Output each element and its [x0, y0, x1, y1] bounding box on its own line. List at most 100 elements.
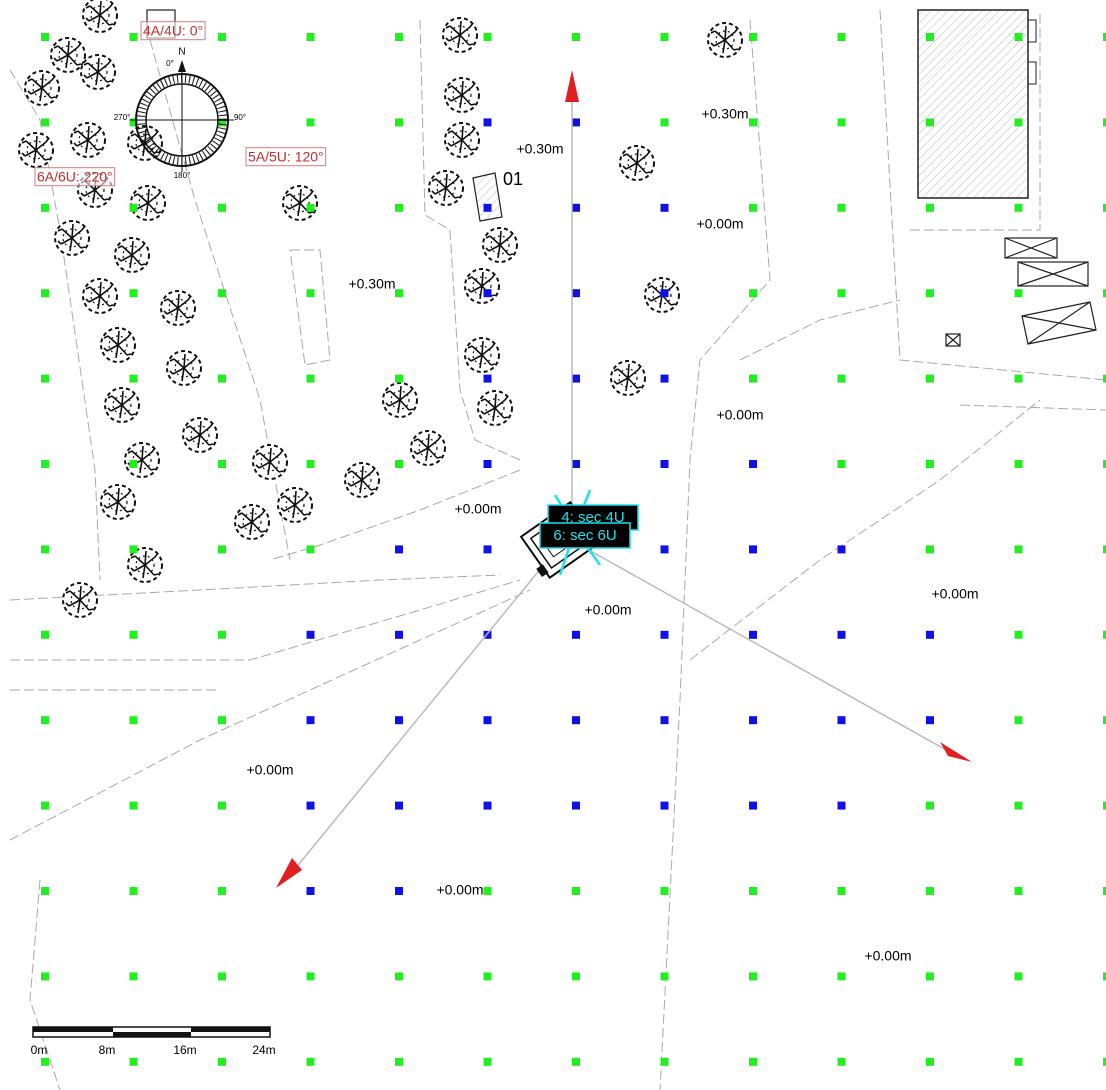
labels: 4A/4U: 0° 5A/5U: 120° 6A/6U: 220° N 0° 90° 180…: [31, 21, 979, 1057]
grid-point: [218, 887, 226, 895]
grid-point: [660, 545, 669, 554]
tree: [382, 382, 418, 418]
grid-point: [1014, 460, 1023, 468]
grid-point: [1103, 545, 1106, 554]
grid-point: [660, 1057, 669, 1066]
grid-point: [306, 289, 315, 298]
tree: [282, 185, 318, 221]
grid-point: [1103, 1057, 1106, 1066]
grid-point: [306, 374, 315, 383]
grid-point: [306, 1057, 315, 1066]
grid-point: [395, 716, 403, 725]
grid-point: [749, 1057, 757, 1066]
grid-point: [218, 545, 226, 554]
angle-label-box: [140, 21, 206, 41]
tree: [444, 122, 480, 158]
grid-point: [837, 460, 846, 468]
grid-point: [572, 289, 580, 298]
tree: [428, 170, 464, 206]
grid-point: [926, 545, 934, 554]
grid-point: [483, 545, 492, 554]
grid-point: [1014, 630, 1023, 639]
grid-point: [660, 716, 669, 725]
grid-point: [1103, 887, 1106, 895]
grid-point: [837, 630, 846, 639]
grid-point: [926, 630, 934, 639]
grid-point: [483, 716, 492, 725]
grid-point: [749, 289, 757, 298]
grid-point: [41, 801, 49, 810]
grid-point: [218, 203, 226, 212]
grid-point: [1014, 887, 1023, 895]
grid-point: [749, 972, 757, 981]
grid-point: [837, 289, 846, 298]
angle-label: 4A/4U: 0°: [143, 23, 203, 39]
grid-point: [660, 630, 669, 639]
grid-point: [837, 374, 846, 383]
scale-label: 8m: [99, 1043, 116, 1057]
grid-point: [1014, 716, 1023, 725]
scale-bar: [32, 1026, 271, 1038]
grid-point: [306, 203, 315, 212]
scale-label: 0m: [31, 1043, 48, 1057]
grid-point: [41, 374, 49, 383]
grid-point: [1103, 801, 1106, 810]
grid-point: [483, 203, 492, 212]
grid-point: [41, 972, 49, 981]
grid-point: [218, 33, 226, 41]
grid-point: [660, 887, 669, 895]
grid-point: [306, 630, 315, 639]
compass: [130, 60, 234, 172]
elevation-label: +0.00m: [716, 407, 763, 423]
grid-point: [749, 33, 757, 41]
grid-point: [218, 1057, 226, 1066]
grid-point: [483, 33, 492, 41]
grid-point: [1103, 33, 1106, 41]
grid-point: [483, 289, 492, 298]
grid-point: [395, 630, 403, 639]
grid-point: [926, 374, 934, 383]
grid-point: [749, 203, 757, 212]
tree: [70, 122, 106, 158]
grid-point: [572, 203, 580, 212]
grid-point: [660, 972, 669, 981]
grid-point: [837, 203, 846, 212]
tree: [166, 350, 202, 386]
grid-point: [483, 374, 492, 383]
grid-point: [41, 1057, 49, 1066]
grid-point: [926, 972, 934, 981]
grid-point: [1103, 972, 1106, 981]
grid-point: [306, 801, 315, 810]
sector-label: 4: sec 4U: [561, 509, 624, 526]
grid-point: [129, 1057, 138, 1066]
grid-point: [926, 460, 934, 468]
grid-point: [837, 33, 846, 41]
grid-point: [483, 887, 492, 895]
grid-point: [926, 118, 934, 127]
grid-point: [1014, 801, 1023, 810]
grid-point: [395, 887, 403, 895]
grid-point: [129, 118, 138, 127]
tree: [444, 77, 480, 113]
elevation-label: +0.30m: [348, 276, 395, 292]
grid-point: [926, 289, 934, 298]
grid-point: [660, 801, 669, 810]
tree: [410, 430, 446, 466]
tree: [18, 132, 54, 168]
grid-point: [395, 1057, 403, 1066]
tree: [182, 417, 218, 453]
tree: [477, 390, 513, 426]
grid-points: [41, 33, 1106, 1066]
grid-point: [572, 887, 580, 895]
buildings: [146, 9, 1097, 347]
grid-point: [306, 460, 315, 468]
grid-point: [749, 801, 757, 810]
tree: [24, 70, 60, 106]
tree: [104, 387, 140, 423]
grid-point: [926, 1057, 934, 1066]
grid-point: [1103, 118, 1106, 127]
compass-label: 180°: [174, 171, 191, 180]
grid-point: [395, 203, 403, 212]
grid-point: [218, 289, 226, 298]
